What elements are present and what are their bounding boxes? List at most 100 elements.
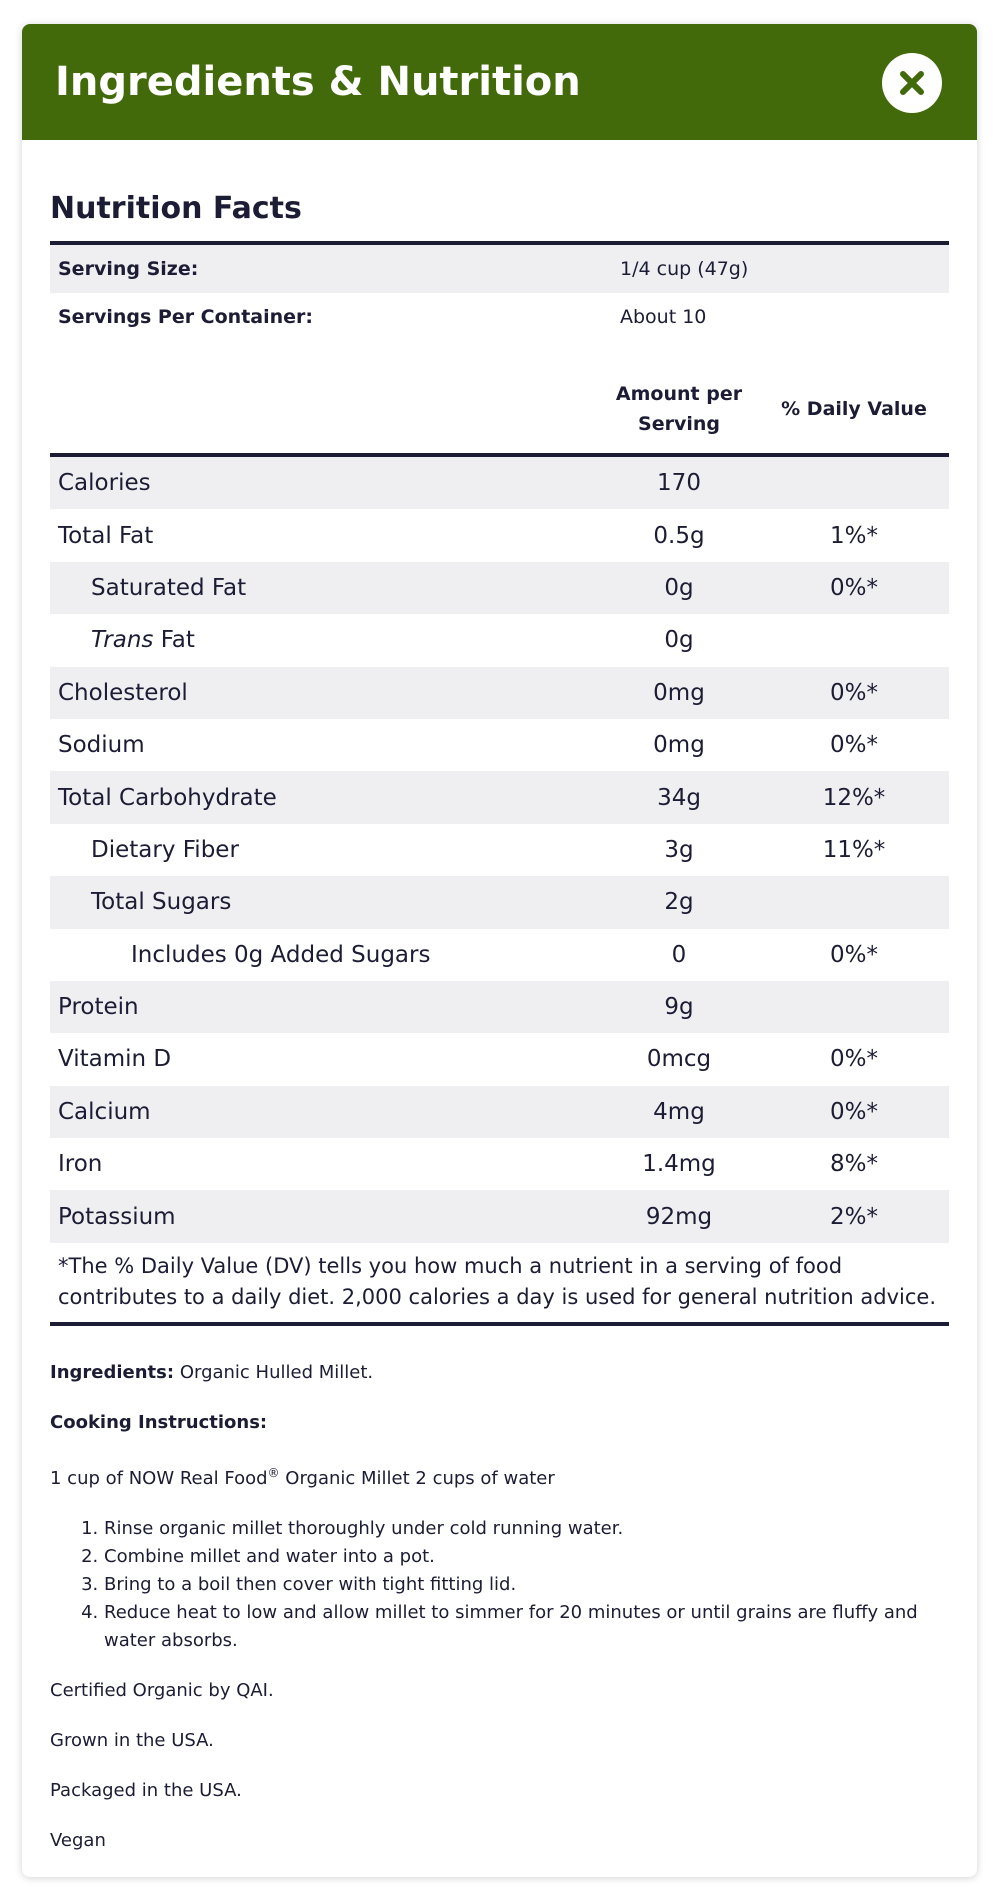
nutrient-cell: Total Carbohydrate	[50, 785, 599, 811]
daily-value: 0%*	[830, 574, 878, 601]
amount: 0	[671, 941, 687, 968]
nutrient-name: Cholesterol	[58, 679, 188, 706]
nutrition-row: Calcium 4mg 0%*	[50, 1085, 949, 1139]
daily-value: 8%*	[830, 1151, 878, 1178]
cooking-intro: 1 cup of NOW Real Food® Organic Millet 2…	[50, 1459, 949, 1493]
label: Cooking Instructions:	[50, 1411, 268, 1433]
daily-value: 11%*	[822, 836, 886, 863]
nutrient-cell: Total Fat	[50, 523, 599, 549]
nutrition-row: Total Sugars 2g	[50, 876, 949, 929]
nutrient-name: Fat	[160, 627, 195, 654]
nutrient-cell: Iron	[50, 1151, 599, 1177]
daily-value: 12%*	[822, 784, 886, 811]
nutrient-name: Calcium	[58, 1098, 151, 1125]
step: Combine millet and water into a pot.	[104, 1543, 949, 1571]
nutrition-rows: Calories 170 Total Fat 0.5g 1%* Saturated Fat…	[50, 457, 949, 1243]
daily-value: 2%*	[830, 1203, 878, 1230]
amount: 9g	[664, 994, 694, 1021]
step: Bring to a boil then cover with tight fi…	[104, 1571, 949, 1599]
divider	[50, 1321, 949, 1326]
amount: 0mcg	[646, 1046, 712, 1073]
daily-value: 0%*	[830, 1046, 878, 1073]
nutrient-name: Total Carbohydrate	[58, 784, 277, 811]
nutrition-row: Iron 1.4mg 8%*	[50, 1138, 949, 1190]
nutrient-cell: Trans Fat	[50, 627, 599, 653]
amount: 0.5g	[653, 522, 705, 549]
text: Organic Millet 2 cups of water	[285, 1467, 555, 1489]
nutrient-cell: Potassium	[50, 1204, 599, 1230]
nutrition-row: Potassium 92mg 2%*	[50, 1190, 949, 1243]
label: Ingredients:	[50, 1361, 175, 1383]
text: 1 cup of NOW Real Food	[50, 1467, 268, 1489]
note: Packaged in the USA.	[50, 1779, 242, 1801]
registered-mark: ®	[267, 1465, 280, 1480]
nutrient-name: Potassium	[58, 1203, 176, 1230]
daily-value: 1%*	[830, 522, 878, 549]
nutrient-cell: Dietary Fiber	[50, 837, 599, 863]
nutrient-name: Vitamin D	[58, 1046, 172, 1073]
text: Organic Hulled Millet.	[179, 1361, 374, 1383]
amount: 4mg	[653, 1098, 705, 1125]
steps: Rinse organic millet thoroughly under co…	[50, 1515, 949, 1655]
notes: Certified Organic by QAI. Grown in the US…	[50, 1677, 949, 1855]
serving-info: Serving Size: 1/4 cup (47g) Servings Per C…	[50, 245, 949, 341]
nutrition-row: Vitamin D 0mcg 0%*	[50, 1033, 949, 1085]
modal-title: Ingredients & Nutrition	[55, 59, 581, 105]
modal-header: Ingredients & Nutrition	[22, 24, 977, 140]
footnote: *The % Daily Value (DV) tells you how mu…	[58, 1253, 936, 1309]
modal: Ingredients & Nutrition Nutrition Facts …	[22, 24, 977, 1877]
serving-row: Serving Size: 1/4 cup (47g)	[50, 245, 949, 293]
serving-value: 1/4 cup (47g)	[620, 258, 749, 280]
modal-body: Nutrition Facts Serving Size: 1/4 cup (47…	[50, 184, 949, 1877]
nutrient-cell: Calories	[50, 470, 599, 496]
amount: 1.4mg	[642, 1151, 716, 1178]
nutrition-row: Trans Fat 0g	[50, 614, 949, 666]
amount: 0mg	[653, 732, 705, 759]
column-header: Amount per Serving	[615, 383, 743, 435]
nutrient-name: Calories	[58, 470, 151, 497]
nutrition-row: Calories 170	[50, 457, 949, 510]
serving-label: Serving Size:	[58, 258, 199, 280]
nutrition-row: Total Carbohydrate 34g 12%*	[50, 771, 949, 824]
daily-value: 0%*	[830, 1098, 878, 1125]
nutrient-cell: Cholesterol	[50, 680, 599, 706]
serving-value: About 10	[620, 306, 707, 328]
nutrient-name: Includes 0g Added Sugars	[131, 941, 431, 968]
nutrient-name: Dietary Fiber	[91, 836, 239, 863]
daily-value: 0%*	[830, 679, 878, 706]
nutrient-name: Iron	[58, 1151, 103, 1178]
nutrition-row: Includes 0g Added Sugars 0 0%*	[50, 929, 949, 981]
nutrient-name: Total Fat	[58, 522, 154, 549]
amount: 34g	[657, 784, 701, 811]
details: Ingredients: Organic Hulled Millet. Cook…	[50, 1359, 949, 1855]
nutrient-cell: Total Sugars	[50, 889, 599, 915]
nutrition-row: Cholesterol 0mg 0%*	[50, 666, 949, 719]
nutrient-cell: Protein	[50, 994, 599, 1020]
close-icon	[900, 71, 924, 95]
nutrition-row: Saturated Fat 0g 0%*	[50, 561, 949, 615]
divider	[50, 241, 949, 245]
nutrient-name: Sodium	[58, 732, 145, 759]
divider	[50, 453, 949, 457]
serving-label: Servings Per Container:	[58, 306, 314, 328]
nutrient-name: Trans	[91, 627, 154, 654]
amount: 170	[657, 470, 701, 497]
cooking-label: Cooking Instructions:	[50, 1409, 949, 1437]
close-button[interactable]	[882, 53, 942, 113]
note: Certified Organic by QAI.	[50, 1679, 274, 1701]
amount: 3g	[664, 836, 694, 863]
amount: 0g	[664, 627, 694, 654]
step: Rinse organic millet thoroughly under co…	[104, 1515, 949, 1543]
amount: 0g	[664, 574, 694, 601]
column-header: % Daily Value	[781, 398, 927, 420]
nutrition-row: Protein 9g	[50, 980, 949, 1034]
nutrient-name: Protein	[58, 994, 139, 1021]
nutrient-cell: Calcium	[50, 1099, 599, 1125]
nutrient-cell: Vitamin D	[50, 1046, 599, 1072]
note: Vegan	[50, 1829, 106, 1851]
nutrient-cell: Sodium	[50, 732, 599, 758]
nutrition-row: Sodium 0mg 0%*	[50, 719, 949, 771]
step: Reduce heat to low and allow millet to s…	[104, 1599, 949, 1655]
ingredients: Ingredients: Organic Hulled Millet.	[50, 1359, 949, 1387]
